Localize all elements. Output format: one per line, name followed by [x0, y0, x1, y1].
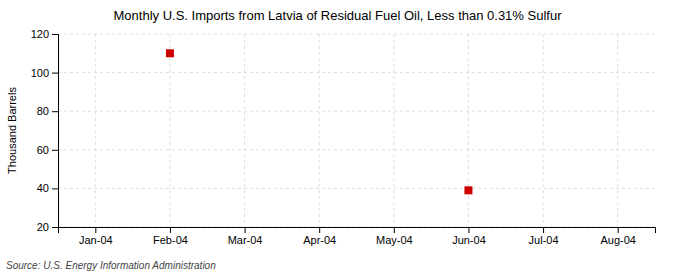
- y-tick: 100: [31, 67, 58, 79]
- x-tick: Jul-04: [529, 227, 559, 246]
- point: [166, 49, 174, 57]
- x-tick: Jan-04: [79, 227, 113, 246]
- x-tick: Feb-04: [153, 227, 188, 246]
- y-tick-label: 100: [31, 67, 49, 79]
- y-tick-label: 40: [37, 182, 49, 194]
- y-tick-mark: [52, 73, 58, 74]
- x-tick-label: Aug-04: [600, 234, 635, 246]
- grid-line-x: [468, 34, 469, 227]
- x-tick-label: Jun-04: [452, 234, 486, 246]
- x-tick-label: Feb-04: [153, 234, 188, 246]
- source: Source: U.S. Energy Information Administ…: [6, 260, 216, 271]
- y-tick: 40: [37, 182, 58, 194]
- plot-area: Jan-04 Feb-04 Mar-04 Apr-04 May-04 Jun-04 Jul-…: [31, 28, 656, 246]
- grid-line-y: [58, 72, 655, 73]
- y-tick-mark: [52, 188, 58, 189]
- grid-line-x: [319, 34, 320, 227]
- x-tick: Mar-04: [228, 227, 263, 246]
- y-tick-mark: [52, 34, 58, 35]
- y-axis: 20 40 60 80 100 120: [31, 28, 59, 233]
- x-tick-mark: [543, 227, 544, 233]
- y-tick: 120: [31, 28, 58, 40]
- y-tick: 60: [37, 144, 58, 156]
- y-tick-label: 80: [37, 105, 49, 117]
- x-tick-label: Mar-04: [228, 234, 263, 246]
- y-tick-mark: [52, 227, 58, 228]
- y-tick-mark: [52, 111, 58, 112]
- grid: [58, 34, 655, 227]
- grid-line-x: [244, 34, 245, 227]
- x-tick-mark: [319, 227, 320, 233]
- x-tick-mark: [468, 227, 469, 233]
- grid-line-x: [169, 34, 170, 227]
- x-tick-mark: [170, 227, 171, 233]
- chart: Jan-04 Feb-04 Mar-04 Apr-04 May-04 Jun-04 Jul-…: [0, 0, 675, 275]
- y-tick-label: 120: [31, 28, 49, 40]
- grid-line-x: [393, 34, 394, 227]
- x-tick: Jun-04: [452, 227, 486, 246]
- x-tick: Aug-04: [600, 227, 635, 246]
- x-tick-label: Apr-04: [303, 234, 336, 246]
- x-tick-label: Jul-04: [529, 234, 559, 246]
- points: [166, 49, 473, 194]
- x-axis-line: [59, 228, 656, 234]
- grid-line-x: [95, 34, 96, 227]
- grid-line-y: [58, 188, 655, 189]
- x-tick-label: May-04: [376, 234, 413, 246]
- y-tick-mark: [52, 150, 58, 151]
- x-tick-mark: [618, 227, 619, 233]
- x-tick-mark: [95, 227, 96, 233]
- x-tick-mark: [394, 227, 395, 233]
- y-axis-line: [52, 35, 59, 228]
- y-tick: 20: [37, 221, 58, 233]
- grid-line-y: [58, 111, 655, 112]
- title: Monthly U.S. Imports from Latvia of Resi…: [114, 8, 563, 23]
- y-tick-label: 20: [37, 221, 49, 233]
- grid-line-x: [617, 34, 618, 227]
- x-axis: Jan-04 Feb-04 Mar-04 Apr-04 May-04 Jun-04 Jul-…: [59, 227, 656, 246]
- x-tick: May-04: [376, 227, 413, 246]
- point: [464, 186, 472, 194]
- grid-line-x: [543, 34, 544, 227]
- grid-line-y: [58, 34, 655, 35]
- y-axis-title: Thousand Barrels: [6, 87, 18, 174]
- x-tick-mark: [245, 227, 246, 233]
- x-tick-label: Jan-04: [79, 234, 113, 246]
- grid-line-y: [58, 149, 655, 150]
- y-tick: 80: [37, 105, 58, 117]
- y-tick-label: 60: [37, 144, 49, 156]
- x-tick: Apr-04: [303, 227, 336, 246]
